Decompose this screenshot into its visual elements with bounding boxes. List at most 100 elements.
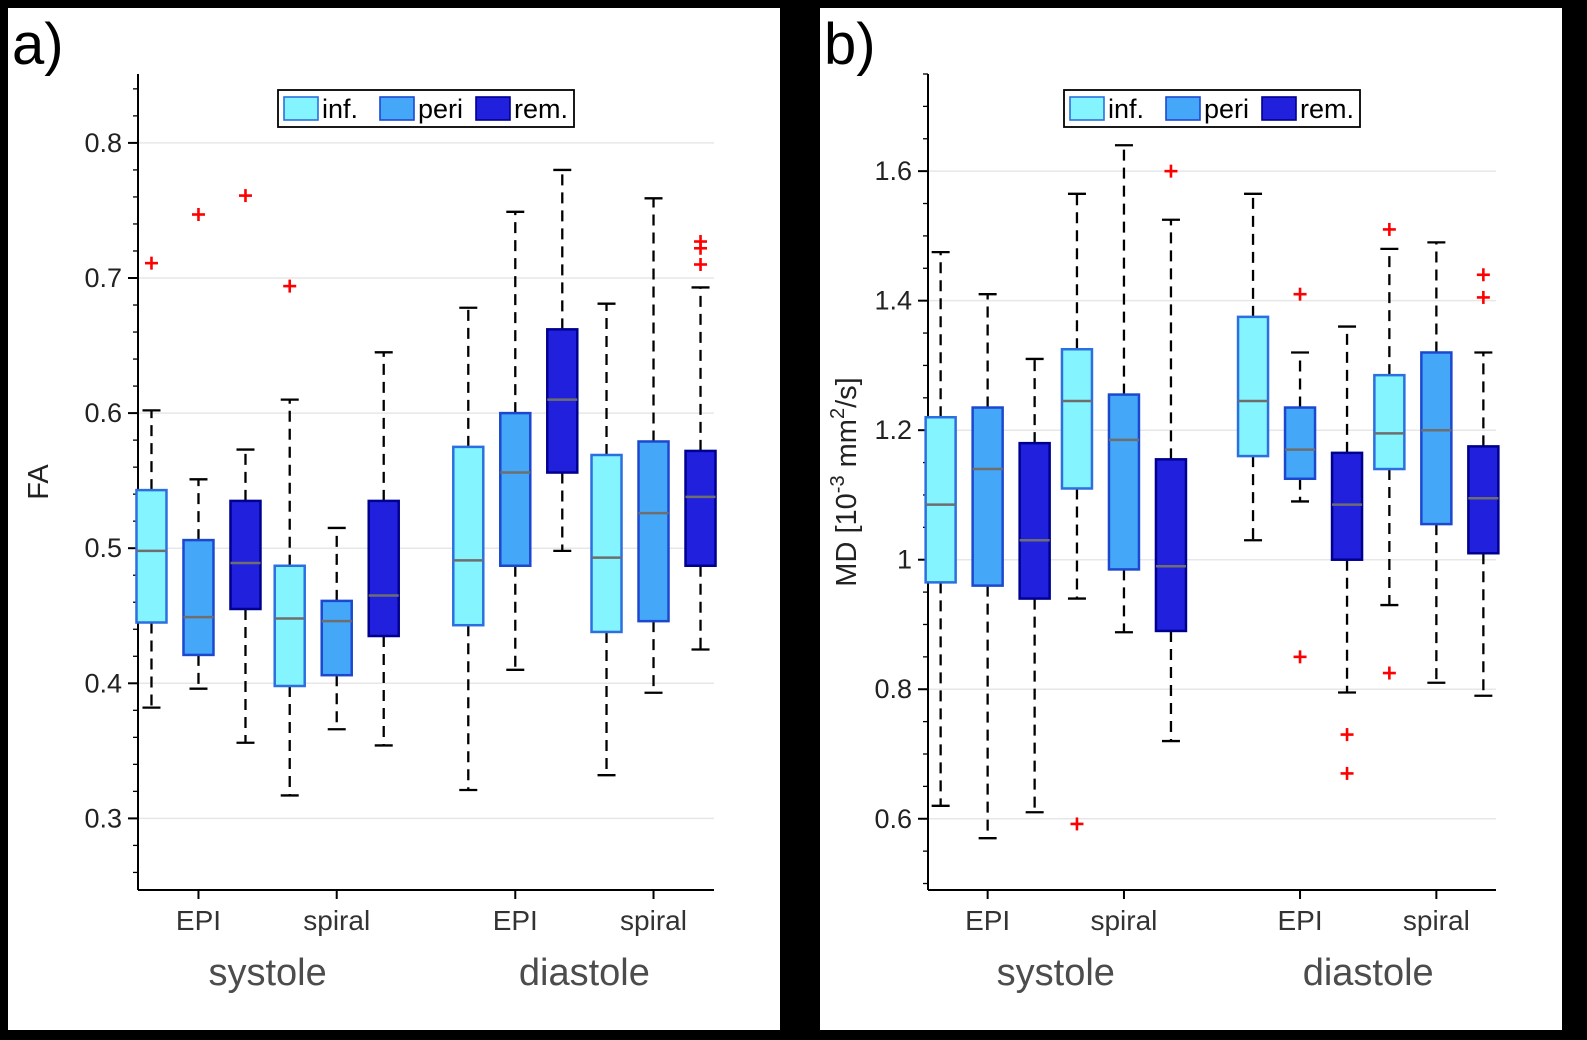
legend-swatch-rem	[1261, 96, 1297, 121]
box-peri-group-0	[971, 293, 1004, 840]
legend-label: inf.	[1108, 94, 1144, 124]
y-axis-label: MD [10-3 mm2/s]	[827, 377, 863, 586]
legend-swatch-inf	[1069, 96, 1105, 121]
boxplot-chart-b: 0.6 0.8 1 1.2 1.4 1.6 EPI spiral EPI spiral systol…	[824, 12, 1500, 994]
box-rem-group-2	[546, 168, 579, 553]
box	[229, 499, 262, 611]
box	[590, 453, 623, 634]
x-tick-label: spiral	[303, 905, 370, 936]
box-rem-group-2	[1330, 325, 1364, 780]
legend-swatch-peri	[379, 96, 415, 121]
y-tick-label: 0.6	[84, 398, 122, 428]
legend-box	[277, 89, 575, 128]
y-tick-label: 0.5	[84, 533, 122, 563]
section-label: diastole	[1303, 952, 1434, 994]
box	[499, 411, 532, 568]
legend-box	[1063, 89, 1361, 128]
box-inf-group-3	[1373, 222, 1406, 680]
panel-a: 0.3 0.4 0.5 0.6 0.7 0.8 EPI spiral EPI spiral syst…	[8, 8, 780, 1030]
box-peri-group-2	[1283, 287, 1317, 664]
y-axis-label: FA	[23, 464, 55, 500]
box	[1283, 406, 1317, 481]
box	[320, 599, 353, 677]
box	[1018, 441, 1051, 600]
box	[637, 440, 670, 623]
box-inf-group-3	[590, 302, 623, 777]
box	[1330, 451, 1364, 561]
legend-label: peri	[418, 94, 463, 124]
box	[1107, 393, 1141, 571]
box	[971, 406, 1004, 587]
y-label-superscript: -3	[827, 475, 849, 493]
box-peri-group-3	[637, 197, 670, 694]
box	[135, 488, 168, 624]
y-label-superscript: 2	[827, 408, 849, 419]
legend-label: rem.	[1300, 94, 1354, 124]
box-inf-group-1	[273, 279, 306, 797]
y-tick-label: 1.2	[874, 415, 912, 445]
x-tick-label: EPI	[1277, 905, 1322, 936]
box	[182, 538, 215, 657]
box-rem-group-1	[1154, 164, 1188, 743]
box-inf-group-2	[452, 306, 485, 792]
box-inf-group-1	[1060, 192, 1094, 831]
panel-b: 0.6 0.8 1 1.2 1.4 1.6 EPI spiral EPI spiral systol…	[820, 8, 1562, 1030]
box-rem-group-3	[1467, 268, 1500, 697]
y-tick-label: 1	[897, 545, 912, 575]
box	[452, 445, 485, 627]
box-peri-group-3	[1420, 241, 1453, 684]
box	[273, 564, 306, 688]
box	[1236, 315, 1270, 458]
box	[1154, 458, 1188, 633]
box-inf-group-0	[924, 250, 957, 807]
y-tick-label: 0.3	[84, 803, 122, 833]
y-tick-label: 1.4	[874, 286, 912, 316]
panel-label: a)	[12, 12, 64, 77]
legend-swatch-inf	[283, 96, 319, 121]
y-tick-label: 0.7	[84, 263, 122, 293]
boxplot-chart-a: 0.3 0.4 0.5 0.6 0.7 0.8 EPI spiral EPI spiral syst…	[12, 12, 717, 994]
legend-swatch-peri	[1165, 96, 1201, 121]
box-inf-group-2	[1236, 192, 1270, 542]
section-label: systole	[997, 952, 1115, 994]
box	[1467, 445, 1500, 555]
box-peri-group-1	[1107, 144, 1141, 634]
box	[1060, 347, 1094, 490]
box-peri-group-1	[320, 526, 353, 731]
x-tick-label: spiral	[1090, 905, 1157, 936]
box	[1373, 373, 1406, 471]
x-tick-label: EPI	[493, 905, 538, 936]
y-tick-label: 0.8	[84, 128, 122, 158]
section-label: systole	[208, 952, 326, 994]
y-tick-label: 0.8	[874, 674, 912, 704]
box-peri-group-0	[182, 208, 215, 690]
legend-label: peri	[1204, 94, 1249, 124]
legend-swatch-rem	[475, 96, 511, 121]
box-rem-group-1	[367, 351, 400, 747]
box	[684, 449, 717, 568]
legend-label: rem.	[514, 94, 568, 124]
box-rem-group-0	[1018, 357, 1051, 814]
y-tick-label: 0.6	[874, 804, 912, 834]
box	[546, 328, 579, 474]
y-label-text: /s]	[831, 377, 863, 408]
y-label-text: FA	[23, 464, 55, 500]
y-label-text: MD [10	[831, 493, 863, 586]
x-tick-label: spiral	[620, 905, 687, 936]
box-rem-group-0	[229, 189, 262, 744]
box-peri-group-2	[499, 210, 532, 671]
box-rem-group-3	[684, 235, 717, 651]
x-tick-label: EPI	[965, 905, 1010, 936]
x-tick-label: spiral	[1403, 905, 1470, 936]
legend-label: inf.	[322, 94, 358, 124]
panel-label: b)	[824, 12, 876, 77]
x-tick-label: EPI	[176, 905, 221, 936]
y-label-text: mm	[831, 419, 863, 475]
box-inf-group-0	[135, 256, 168, 709]
box	[924, 415, 957, 584]
box	[1420, 351, 1453, 526]
box	[367, 499, 400, 638]
y-tick-label: 1.6	[874, 156, 912, 186]
y-tick-label: 0.4	[84, 668, 122, 698]
section-label: diastole	[519, 952, 650, 994]
